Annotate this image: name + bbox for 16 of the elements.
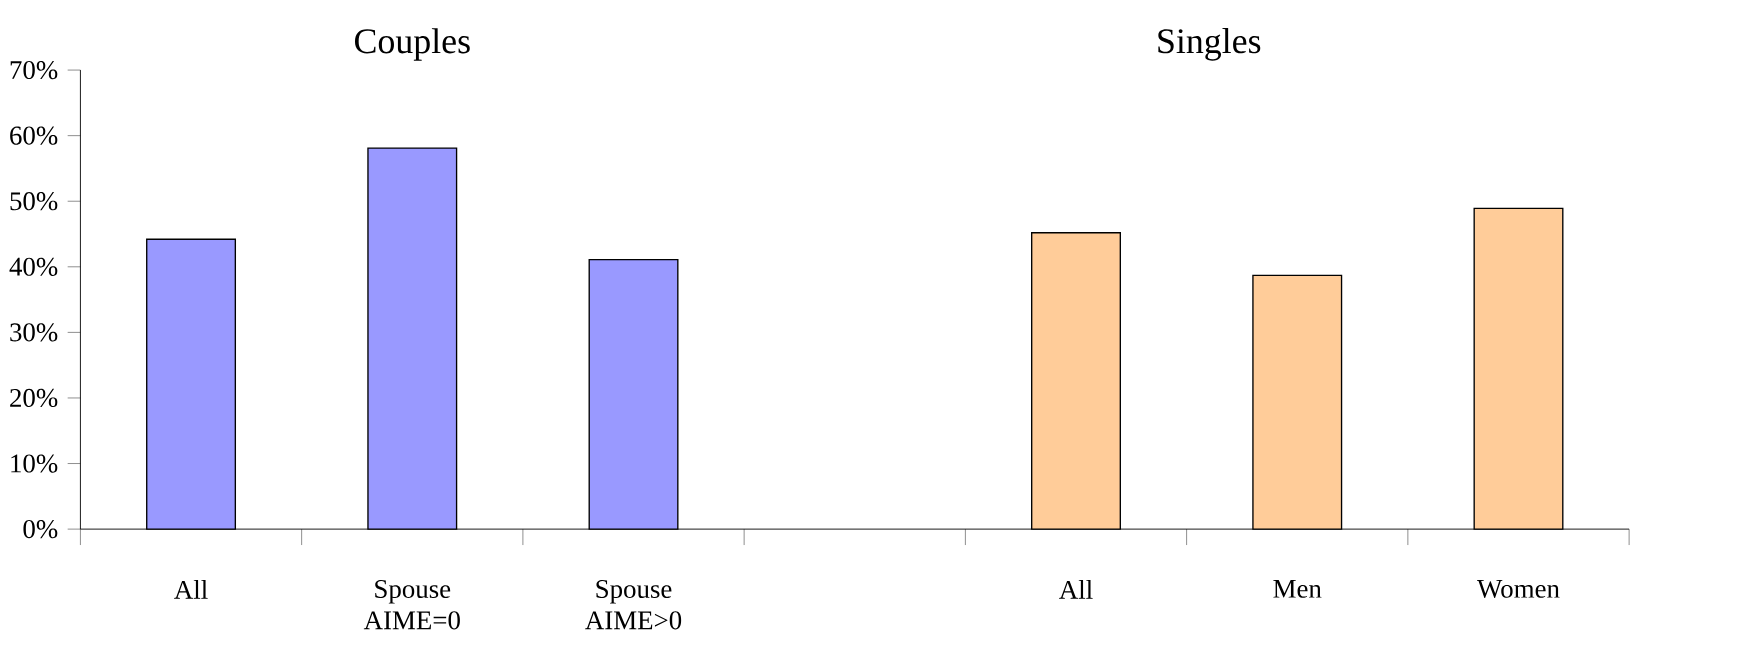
y-tick-label: 10% — [11, 454, 58, 473]
y-tick-label: 20% — [10, 389, 58, 408]
text: Singles — [1158, 28, 1261, 61]
x-tick-label: All — [174, 580, 208, 599]
x-tick-label: Spouse AIME=0 — [363, 580, 460, 630]
y-tick-label: 60% — [10, 126, 58, 145]
x-tick-label: All — [1059, 580, 1093, 599]
y-tick-label: 30% — [10, 323, 58, 342]
x-tick-label: Women — [1477, 580, 1560, 599]
text: Couples — [354, 28, 470, 61]
y-tick-label: 40% — [9, 257, 58, 277]
y-tick-label: 70% — [10, 61, 58, 80]
y-tick-label: 50% — [10, 192, 58, 211]
x-tick-label: Spouse AIME>0 — [585, 580, 682, 630]
x-tick-label: Men — [1273, 580, 1322, 599]
y-tick-label: 0% — [23, 520, 58, 539]
